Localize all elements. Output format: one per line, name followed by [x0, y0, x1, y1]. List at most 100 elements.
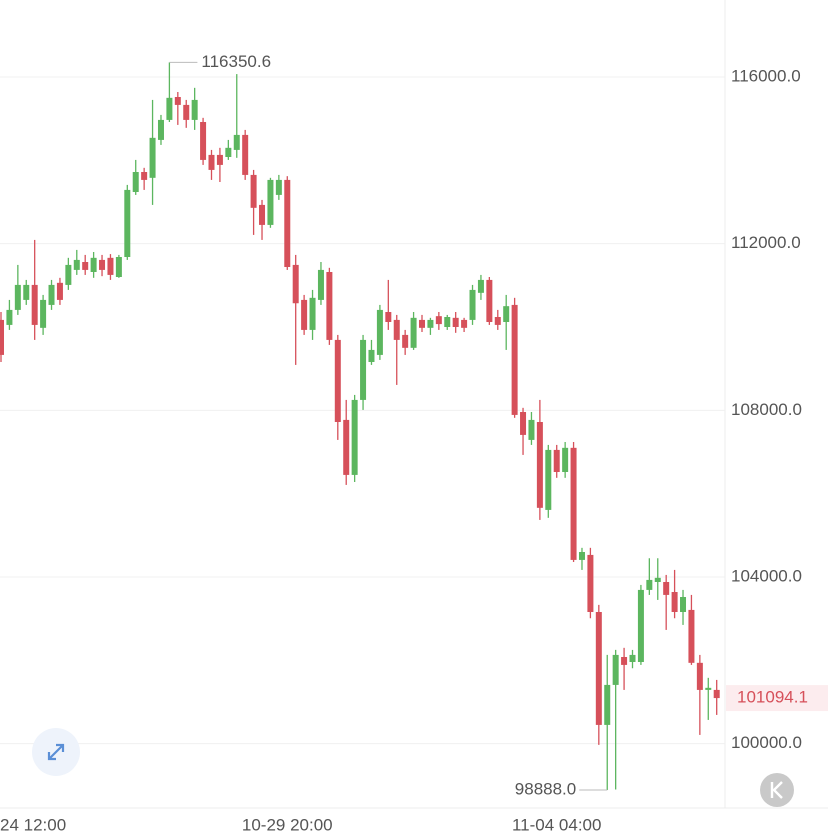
candle-body [107, 257, 114, 275]
candle-body [427, 319, 434, 328]
candle-body [267, 179, 274, 225]
low-label: 98888.0 [515, 779, 576, 798]
candle-body [0, 319, 4, 355]
kline-button-bg[interactable] [760, 773, 794, 807]
candle-body [56, 282, 63, 300]
candle-body [334, 339, 341, 422]
candle-body [208, 154, 215, 170]
candle-body [360, 339, 367, 400]
candle-body [486, 279, 493, 322]
candle-body [528, 419, 535, 440]
candle-body [629, 654, 636, 662]
candle-body [65, 264, 72, 285]
candle-body [536, 422, 543, 508]
candle-body [621, 657, 628, 665]
candle-body [435, 316, 442, 325]
candle-body [174, 97, 181, 105]
candle-body [545, 449, 552, 510]
y-tick-label: 108000.0 [731, 400, 802, 419]
last-price-label: 101094.1 [737, 688, 808, 707]
candle-body [183, 104, 190, 120]
candle-body [275, 179, 282, 195]
candle-body [419, 319, 425, 328]
candle-body [31, 284, 38, 325]
candle-body [23, 284, 30, 300]
candle-body [587, 554, 594, 612]
candle-body [90, 257, 97, 272]
candle-body [595, 612, 602, 725]
candle-body [284, 179, 291, 267]
candle-body [149, 137, 156, 178]
candle-body [73, 259, 80, 270]
candle-body [520, 412, 527, 435]
candle-body [637, 589, 644, 662]
candle-body [301, 299, 308, 330]
candle-body [157, 119, 164, 140]
candle-body [705, 687, 712, 690]
candle-body [663, 582, 670, 595]
y-tick-label: 112000.0 [731, 233, 801, 252]
x-tick-label: 10-29 20:00 [242, 815, 333, 834]
candle-body [461, 319, 468, 328]
x-tick-label: 24 12:00 [0, 815, 66, 834]
candle-body [562, 447, 569, 472]
candle-body [553, 449, 560, 472]
candle-body [292, 264, 299, 304]
candle-body [141, 172, 148, 180]
candle-body [646, 579, 653, 590]
candle-body [393, 319, 400, 340]
candle-body [40, 299, 47, 328]
candle-body [578, 552, 585, 560]
candle-body [14, 284, 21, 310]
candle-body [511, 304, 518, 415]
candle-body [688, 609, 695, 663]
candle-body [604, 684, 611, 725]
y-tick-label: 116000.0 [731, 66, 801, 85]
kline-button[interactable] [760, 773, 794, 807]
candle-body [200, 122, 207, 160]
candle-body [444, 317, 451, 327]
kline-icon [770, 781, 783, 799]
y-tick-label: 100000.0 [731, 733, 802, 752]
candle-body [259, 204, 266, 225]
candle-body [6, 309, 13, 325]
candle-body [124, 189, 131, 257]
x-tick-label: 11-04 04:00 [512, 815, 601, 834]
y-tick-label: 104000.0 [731, 566, 802, 585]
candle-body [48, 284, 55, 305]
candle-body [368, 349, 375, 362]
candle-body [82, 262, 89, 270]
candle-body [343, 419, 350, 475]
candle-body [713, 689, 720, 699]
high-label: 116350.6 [201, 52, 271, 71]
candle-body [326, 272, 333, 340]
candle-body [216, 154, 223, 165]
candle-body [351, 399, 358, 475]
candle-body [469, 289, 476, 320]
candle-body [494, 317, 501, 325]
candle-body [477, 279, 484, 293]
candle-body [115, 257, 122, 277]
candle-body [452, 317, 459, 327]
candle-body [385, 312, 392, 322]
candle-body [317, 269, 324, 300]
candle-body [191, 99, 198, 120]
candle-body [696, 662, 703, 690]
candle-body [503, 306, 510, 322]
candle-body [376, 309, 383, 355]
candle-body [654, 577, 661, 582]
candle-body [99, 259, 106, 270]
candle-body [225, 147, 232, 157]
last-price-tag [726, 685, 828, 712]
candle-body [570, 447, 577, 560]
candle-body [132, 172, 139, 192]
candle-body [166, 97, 173, 120]
candle-body [233, 134, 240, 150]
candle-body [242, 134, 249, 175]
candle-body [309, 297, 316, 330]
expand-button[interactable] [32, 728, 80, 776]
candle-body [250, 174, 257, 208]
candle-body [402, 334, 409, 348]
candle-body [671, 592, 678, 612]
